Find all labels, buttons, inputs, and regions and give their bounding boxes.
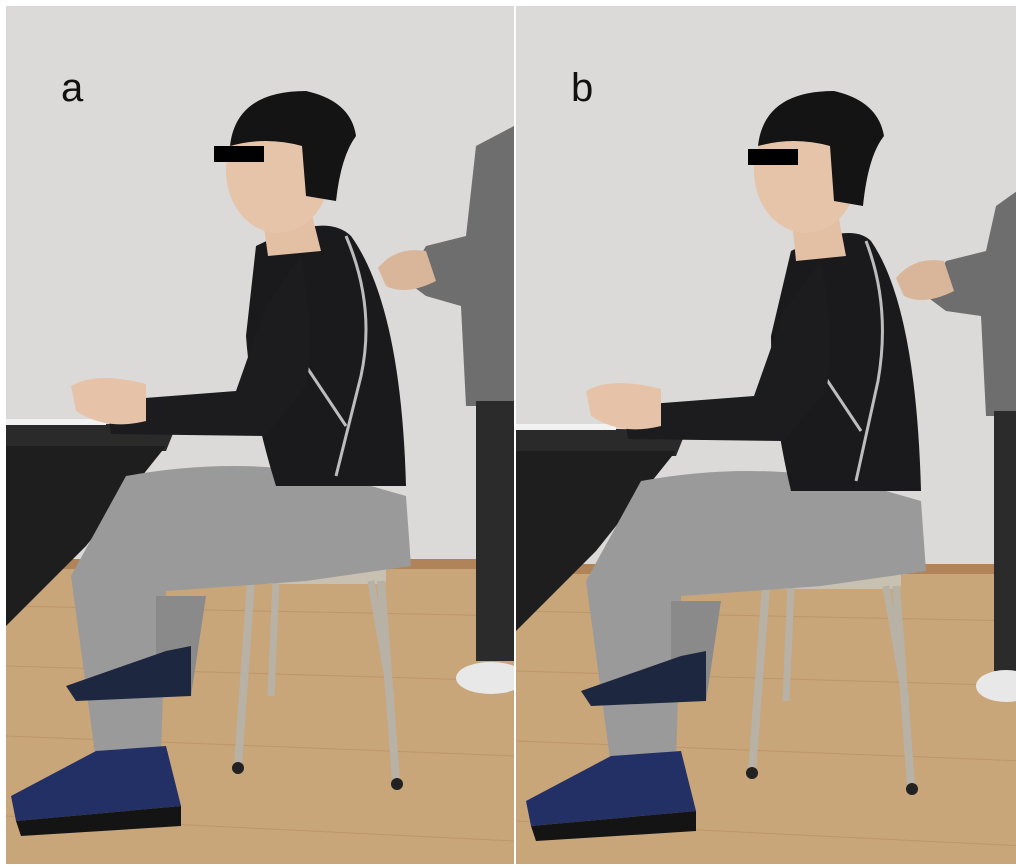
photo-panel-b: b <box>516 6 1016 864</box>
panel-label-b: b <box>571 66 594 110</box>
photo-panel-a: a <box>6 6 514 864</box>
panel-label-a: a <box>61 66 84 110</box>
photo-scene-a <box>6 6 514 864</box>
photo-scene-b <box>516 6 1016 864</box>
